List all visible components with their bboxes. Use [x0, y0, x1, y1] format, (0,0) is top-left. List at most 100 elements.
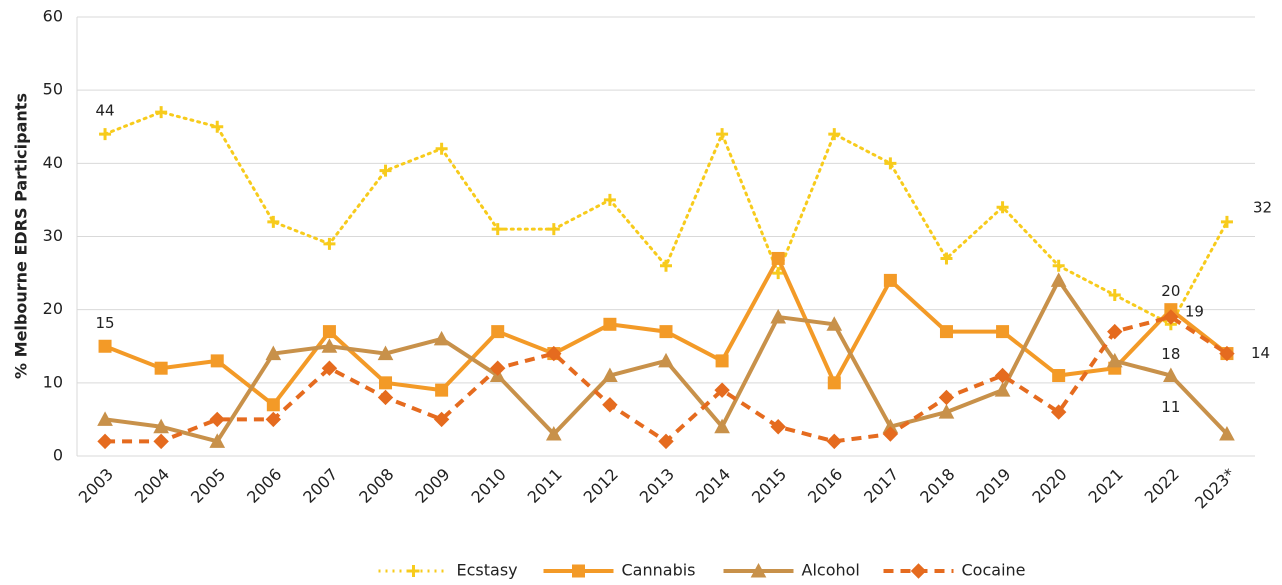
data-point	[266, 398, 280, 412]
data-point	[884, 157, 897, 170]
data-point	[153, 418, 169, 434]
data-point	[1108, 289, 1121, 302]
data-point	[1220, 215, 1233, 228]
data-point	[827, 376, 841, 390]
data-point	[210, 354, 224, 368]
data-point	[938, 404, 955, 419]
data-point	[546, 345, 562, 362]
data-point	[379, 376, 393, 390]
y-tick-label: 20	[43, 299, 63, 318]
data-label: 32	[1253, 198, 1272, 216]
y-tick-label: 60	[43, 7, 63, 26]
x-tick-label: 2006	[243, 465, 285, 507]
data-label: 14	[1251, 344, 1270, 362]
data-point	[602, 367, 618, 383]
data-point	[97, 411, 113, 426]
data-point	[715, 354, 729, 368]
legend-label: Cocaine	[962, 561, 1026, 580]
x-tick-label: 2013	[636, 465, 678, 507]
data-point	[771, 251, 785, 265]
data-point	[153, 433, 169, 450]
x-tick-label: 2011	[524, 465, 566, 507]
x-tick-label: 2010	[467, 465, 509, 507]
x-tick-label: 2021	[1085, 465, 1127, 507]
x-tick-label: 2005	[187, 465, 229, 507]
data-label: 15	[96, 314, 115, 332]
x-tick-label: 2022	[1141, 465, 1183, 507]
data-point	[1050, 272, 1067, 287]
y-tick-label: 10	[43, 372, 63, 391]
legend-marker	[407, 565, 420, 577]
data-point	[826, 433, 842, 450]
x-tick-label: 2016	[804, 465, 846, 507]
data-point	[658, 433, 674, 450]
data-point	[322, 325, 336, 339]
legend-marker	[572, 564, 585, 578]
data-point	[435, 142, 448, 155]
data-point	[154, 361, 168, 375]
data-point	[490, 360, 506, 376]
data-point	[265, 411, 282, 428]
data-point	[97, 433, 113, 450]
data-label: 18	[1161, 345, 1180, 363]
data-point	[435, 383, 449, 397]
data-label: 44	[96, 102, 115, 120]
legend-marker	[750, 562, 767, 578]
data-point	[772, 267, 785, 280]
data-label: 19	[1185, 302, 1204, 320]
legend-item: Ecstasy	[378, 561, 518, 580]
data-point	[603, 317, 617, 331]
x-tick-label: 2007	[299, 465, 341, 507]
x-tick-label: 2023*	[1191, 465, 1239, 513]
data-point	[938, 389, 955, 406]
data-point	[1050, 404, 1067, 420]
data-label: 20	[1161, 282, 1180, 300]
data-point	[323, 237, 336, 250]
data-point	[940, 252, 953, 265]
x-tick-label: 2014	[692, 465, 734, 507]
data-point	[321, 338, 338, 353]
data-point	[98, 339, 112, 353]
data-point	[379, 164, 392, 177]
data-point	[491, 325, 505, 339]
data-point	[155, 106, 168, 119]
legend-label: Cannabis	[622, 561, 696, 580]
x-tick-label: 2019	[972, 465, 1014, 507]
data-point	[994, 367, 1011, 384]
data-point	[996, 201, 1009, 214]
data-point	[211, 120, 224, 133]
data-point	[603, 193, 616, 206]
data-point	[882, 426, 899, 442]
y-tick-label: 0	[53, 446, 63, 465]
x-tick-label: 2015	[748, 465, 790, 507]
legend-item: Cocaine	[883, 561, 1026, 580]
data-point	[1052, 369, 1066, 383]
y-tick-label: 30	[43, 226, 63, 245]
y-tick-label: 50	[43, 80, 63, 99]
data-point	[265, 345, 282, 361]
legend-label: Ecstasy	[457, 561, 518, 580]
data-point	[321, 360, 338, 376]
data-point	[994, 382, 1011, 397]
x-tick-label: 2003	[75, 465, 117, 507]
data-point	[828, 128, 841, 141]
data-point	[1219, 425, 1235, 441]
data-point	[602, 397, 618, 413]
x-tick-label: 2012	[580, 465, 622, 507]
x-tick-label: 2017	[860, 465, 902, 507]
data-label: 11	[1161, 398, 1180, 416]
data-point	[1219, 345, 1235, 362]
y-axis-title: % Melbourne EDRS Participants	[12, 93, 31, 379]
data-point	[826, 316, 843, 331]
data-point	[660, 259, 672, 272]
data-point	[770, 308, 787, 324]
legend-marker	[910, 563, 927, 579]
data-point	[433, 411, 450, 428]
data-point	[939, 325, 953, 339]
data-point	[714, 418, 730, 434]
data-point	[659, 325, 673, 339]
data-point	[770, 419, 786, 435]
x-tick-label: 2009	[411, 465, 453, 507]
data-point	[99, 128, 112, 141]
